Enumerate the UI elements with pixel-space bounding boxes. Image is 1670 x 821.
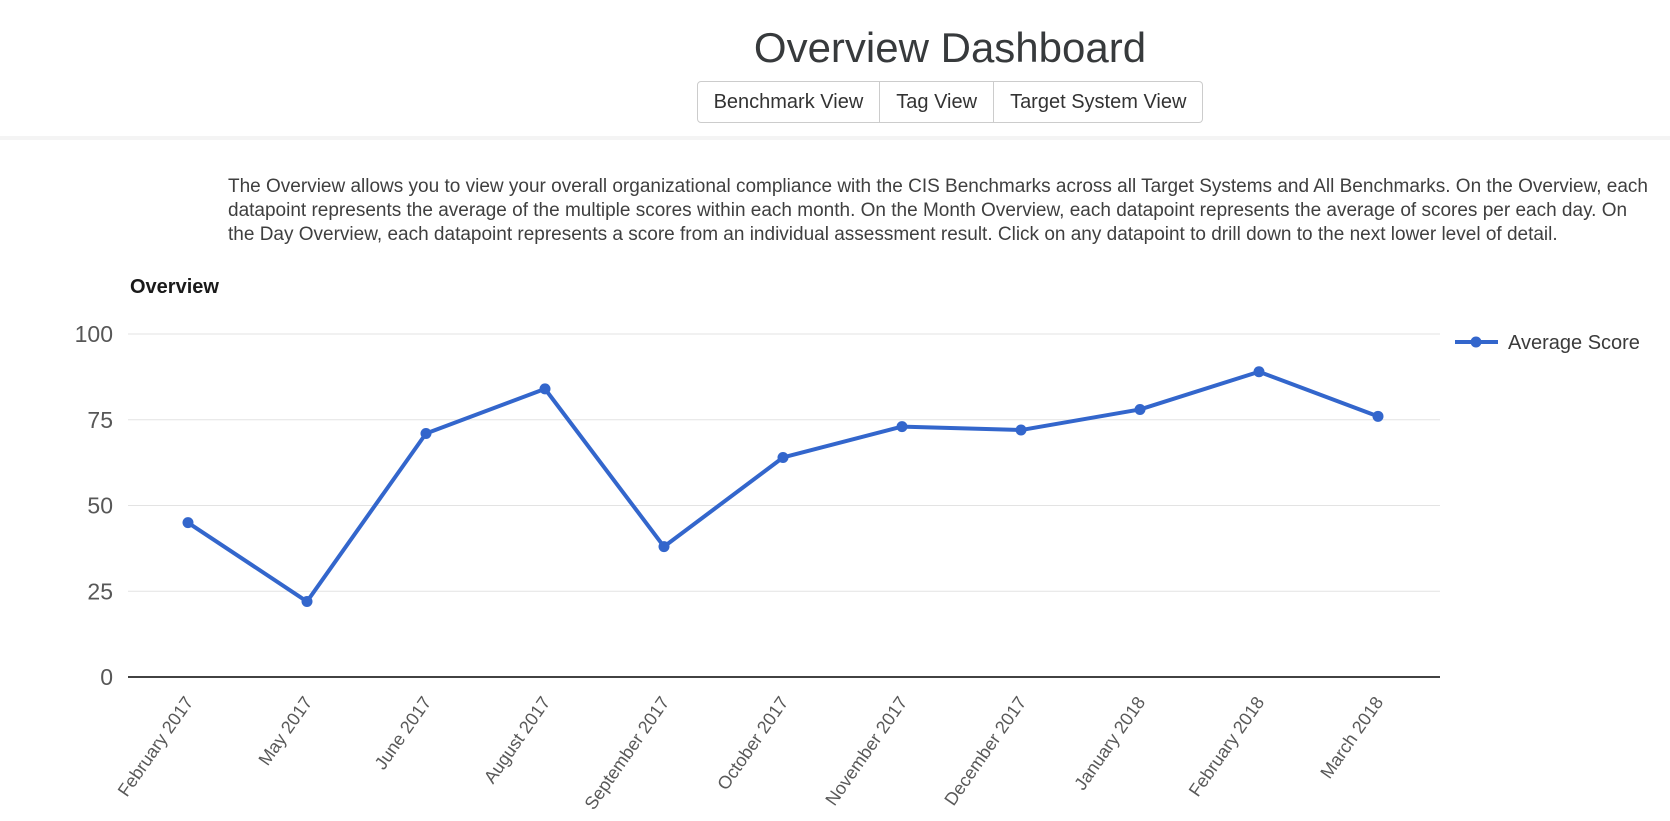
y-axis-tick-label: 75 [87,407,113,433]
x-axis-category-label: September 2017 [581,693,674,813]
legend-label: Average Score [1508,332,1640,354]
data-point[interactable] [1134,403,1146,415]
chart-gridlines [128,333,1440,678]
x-axis-category-label: November 2017 [821,693,911,809]
chart-title: Overview [130,276,219,298]
x-axis-category-label: January 2018 [1070,693,1149,794]
x-axis-category-label: February 2017 [114,693,198,800]
data-point[interactable] [1015,424,1027,436]
data-point[interactable] [777,451,789,463]
y-axis-tick-label: 0 [100,664,113,690]
chart-legend: Average Score [1455,332,1640,354]
data-point[interactable] [658,541,670,553]
data-point[interactable] [1372,410,1384,422]
y-axis-tick-label: 100 [75,321,113,347]
benchmark-view-button[interactable]: Benchmark View [696,81,881,123]
y-axis-tick-label: 50 [87,493,113,519]
x-axis-category-label: August 2017 [480,693,554,787]
view-toggle-group: Benchmark View Tag View Target System Vi… [696,81,1204,123]
overview-description: The Overview allows you to view your ove… [228,176,1648,245]
x-axis-category-label: May 2017 [255,693,317,769]
chart-series [182,366,1384,608]
x-axis-category-label: June 2017 [371,693,436,773]
y-axis-tick-label: 25 [87,578,113,604]
x-axis-category-label: October 2017 [713,693,792,794]
target-system-view-button[interactable]: Target System View [994,81,1204,123]
data-point[interactable] [539,383,551,395]
data-point[interactable] [896,421,908,433]
x-axis-category-label: December 2017 [940,693,1030,809]
data-point[interactable] [301,596,313,608]
x-axis-category-label: March 2018 [1316,693,1387,782]
overview-chart: Overview 0 25 50 75 100 February 2017 May 2017… [0,250,1670,816]
page-title: Overview Dashboard [753,24,1147,71]
x-axis-category-label: February 2018 [1185,693,1269,800]
data-point[interactable] [182,517,194,529]
page-header: Overview Dashboard Benchmark View Tag Vi… [0,0,1670,140]
legend-point-swatch [1470,336,1482,348]
data-point[interactable] [420,427,432,439]
tag-view-button[interactable]: Tag View [880,81,995,123]
average-score-line [186,369,1379,604]
data-point[interactable] [1253,366,1265,378]
